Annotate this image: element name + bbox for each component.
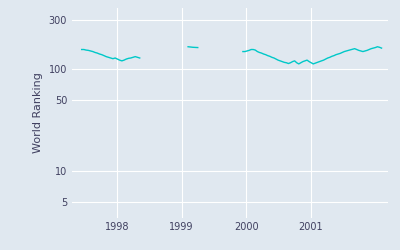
Y-axis label: World Ranking: World Ranking: [33, 72, 43, 153]
